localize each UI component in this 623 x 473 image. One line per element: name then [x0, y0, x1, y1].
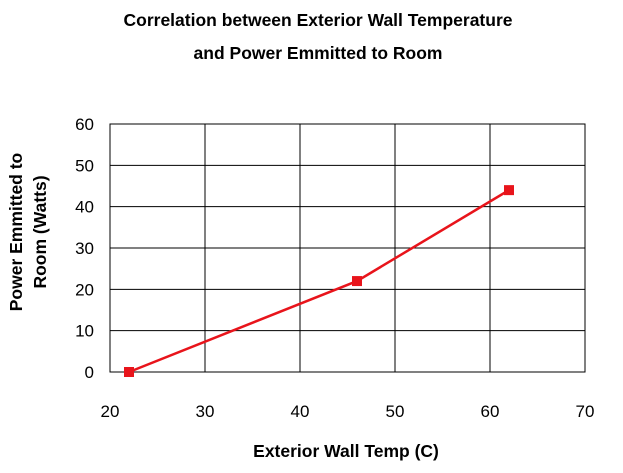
y-axis-label: Power Emmitted to Room (Watts) [6, 153, 50, 312]
y-tick-label: 40 [75, 198, 94, 217]
y-tick-label: 60 [75, 115, 94, 134]
x-tick-label: 60 [481, 402, 500, 421]
tick-labels: 20 30 40 50 60 70 0 10 20 30 40 50 60 [75, 115, 594, 421]
chart-title-line-1: Correlation between Exterior Wall Temper… [124, 10, 513, 30]
x-tick-label: 40 [291, 402, 310, 421]
x-tick-label: 30 [196, 402, 215, 421]
x-axis-label: Exterior Wall Temp (C) [253, 441, 439, 461]
y-tick-label: 10 [75, 322, 94, 341]
y-axis-label-line-1: Power Emmitted to [6, 153, 26, 312]
y-axis-label-line-2: Room (Watts) [30, 175, 50, 288]
y-tick-label: 0 [85, 363, 94, 382]
plot-area [109, 123, 586, 373]
grid [109, 123, 586, 373]
x-tick-label: 50 [386, 402, 405, 421]
data-point-marker [352, 276, 362, 287]
series-line [128, 189, 510, 374]
y-tick-label: 50 [75, 156, 94, 175]
y-tick-label: 20 [75, 280, 94, 299]
x-tick-label: 20 [101, 402, 120, 421]
data-series [124, 185, 514, 377]
chart-title-line-2: and Power Emmitted to Room [194, 43, 443, 63]
y-tick-label: 30 [75, 239, 94, 258]
data-point-marker [504, 185, 514, 196]
data-point-marker [124, 367, 134, 377]
x-tick-label: 70 [576, 402, 595, 421]
